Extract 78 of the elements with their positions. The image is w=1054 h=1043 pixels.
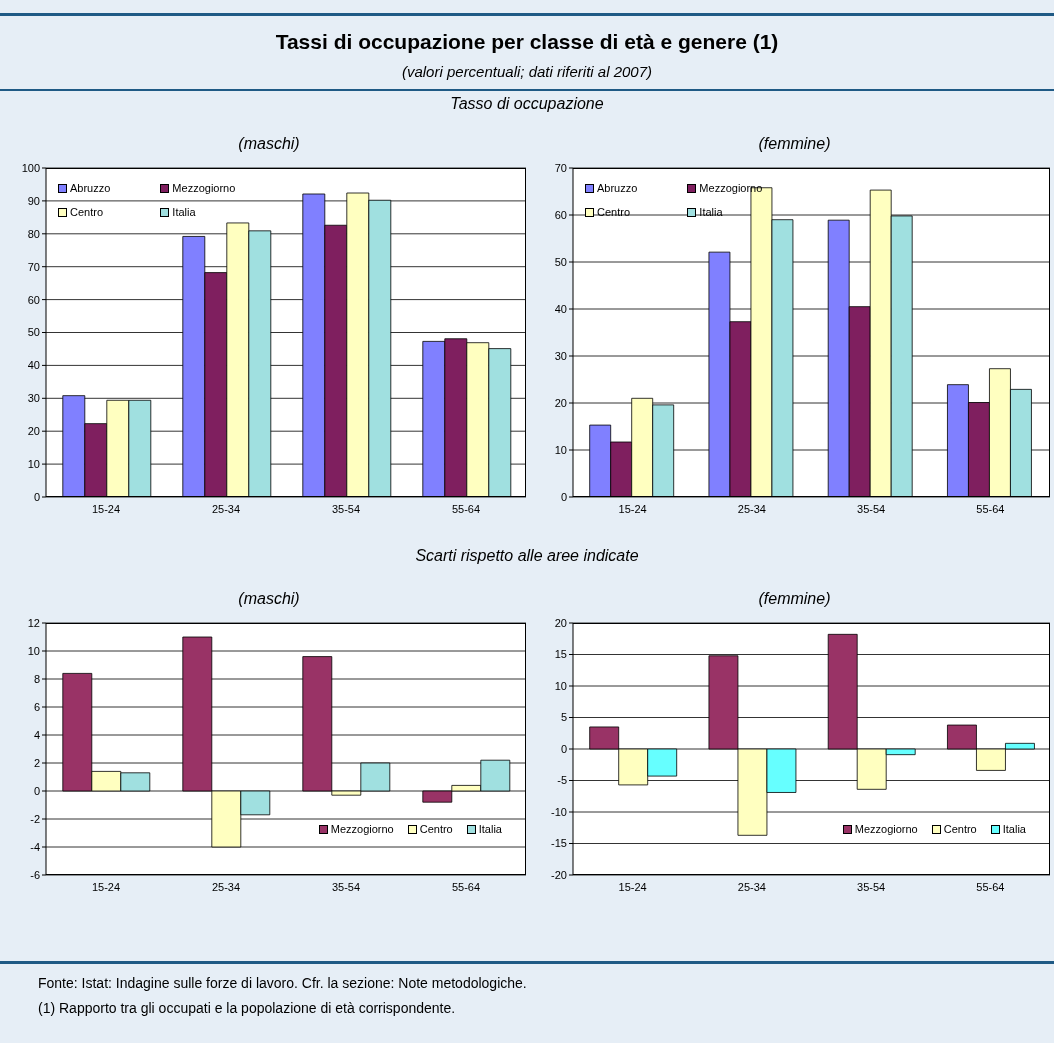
y-tick-label: -15 bbox=[551, 837, 567, 850]
text: Scarti rispetto alle aree indicate bbox=[414, 547, 640, 565]
legend-label: Italia bbox=[478, 823, 502, 835]
legend-label: Italia bbox=[699, 206, 723, 218]
y-tick-label: 10 bbox=[27, 458, 40, 471]
y-tick-label: 8 bbox=[33, 672, 40, 685]
chart-title: (maschi) bbox=[237, 134, 301, 154]
x-tick-label: 25-34 bbox=[737, 880, 766, 893]
y-tick-label: 2 bbox=[33, 756, 40, 769]
y-tick-label: 50 bbox=[27, 326, 40, 339]
x-tick-label: 35-54 bbox=[331, 880, 361, 893]
x-tick-label: 35-54 bbox=[857, 880, 886, 893]
legend-label: Italia bbox=[172, 206, 196, 218]
x-tick-label: 55-64 bbox=[976, 502, 1005, 515]
source-note: Fonte: Istat: Indagine sulle forze di lavoro. Cfr. la sezione: Note metodologiche. bbox=[38, 975, 528, 991]
y-tick-label: 10 bbox=[554, 443, 567, 456]
y-tick-label: 80 bbox=[27, 227, 40, 240]
y-tick-label: 10 bbox=[554, 679, 567, 692]
x-tick-label: 15-24 bbox=[91, 502, 121, 515]
y-tick-label: 50 bbox=[554, 255, 567, 268]
legend-label: Centro bbox=[597, 206, 631, 218]
legend-label: Centro bbox=[943, 823, 977, 835]
x-tick-label: 25-34 bbox=[211, 880, 241, 893]
x-tick-label: 35-54 bbox=[857, 502, 886, 515]
y-tick-label: 4 bbox=[33, 728, 40, 741]
y-tick-label: 15 bbox=[554, 648, 567, 661]
text: Tassi di occupazione per classe di età e genere (1) bbox=[274, 30, 780, 54]
y-tick-label: 30 bbox=[554, 349, 567, 362]
y-tick-label: 90 bbox=[27, 194, 40, 207]
y-tick-label: -5 bbox=[557, 774, 567, 787]
y-tick-label: 40 bbox=[554, 302, 567, 315]
legend-label: Mezzogiorno bbox=[330, 823, 394, 835]
y-tick-label: 0 bbox=[560, 742, 567, 755]
chart-title: (femmine) bbox=[757, 134, 832, 154]
y-tick-label: 70 bbox=[554, 161, 567, 174]
chart-title: (maschi) bbox=[237, 589, 301, 609]
legend-label: Abruzzo bbox=[70, 182, 111, 194]
y-tick-label: 0 bbox=[33, 784, 40, 797]
y-tick-label: -6 bbox=[30, 868, 40, 881]
x-tick-label: 35-54 bbox=[331, 502, 361, 515]
legend-label: Abruzzo bbox=[597, 182, 638, 194]
y-tick-label: 5 bbox=[560, 711, 567, 724]
legend-label: Centro bbox=[419, 823, 453, 835]
legend-label: Centro bbox=[70, 206, 104, 218]
y-tick-label: 20 bbox=[554, 616, 567, 629]
y-tick-label: 60 bbox=[554, 208, 567, 221]
legend-label: Mezzogiorno bbox=[172, 182, 236, 194]
y-tick-label: 60 bbox=[27, 293, 40, 306]
text: Tasso di occupazione bbox=[449, 95, 605, 113]
y-tick-label: -4 bbox=[30, 840, 40, 853]
y-tick-label: 20 bbox=[27, 425, 40, 438]
y-tick-label: 0 bbox=[33, 490, 40, 503]
legend-label: Mezzogiorno bbox=[699, 182, 763, 194]
x-tick-label: 55-64 bbox=[451, 502, 481, 515]
y-tick-label: 40 bbox=[27, 359, 40, 372]
x-tick-label: 15-24 bbox=[618, 502, 647, 515]
y-tick-label: -10 bbox=[551, 805, 567, 818]
x-tick-label: 15-24 bbox=[91, 880, 121, 893]
y-tick-label: 30 bbox=[27, 392, 40, 405]
x-tick-label: 55-64 bbox=[451, 880, 481, 893]
x-tick-label: 25-34 bbox=[737, 502, 766, 515]
y-tick-label: 70 bbox=[27, 260, 40, 273]
chart-title: (femmine) bbox=[757, 589, 832, 609]
text: (1) Rapporto tra gli occupati e la popolazione di età corrispondente. bbox=[38, 1000, 457, 1016]
x-tick-label: 55-64 bbox=[976, 880, 1005, 893]
y-tick-label: 10 bbox=[27, 644, 40, 657]
y-tick-label: 20 bbox=[554, 396, 567, 409]
legend-label: Italia bbox=[1002, 823, 1026, 835]
legend-label: Mezzogiorno bbox=[854, 823, 918, 835]
y-tick-label: 12 bbox=[27, 616, 40, 629]
x-tick-label: 25-34 bbox=[211, 502, 241, 515]
text: (valori percentuali; dati riferiti al 2007) bbox=[400, 63, 654, 80]
y-tick-label: 0 bbox=[560, 490, 567, 503]
y-tick-label: -2 bbox=[30, 812, 40, 825]
x-tick-label: 15-24 bbox=[618, 880, 647, 893]
y-tick-label: 100 bbox=[21, 161, 40, 174]
y-tick-label: 6 bbox=[33, 700, 40, 713]
y-tick-label: -20 bbox=[551, 868, 567, 881]
